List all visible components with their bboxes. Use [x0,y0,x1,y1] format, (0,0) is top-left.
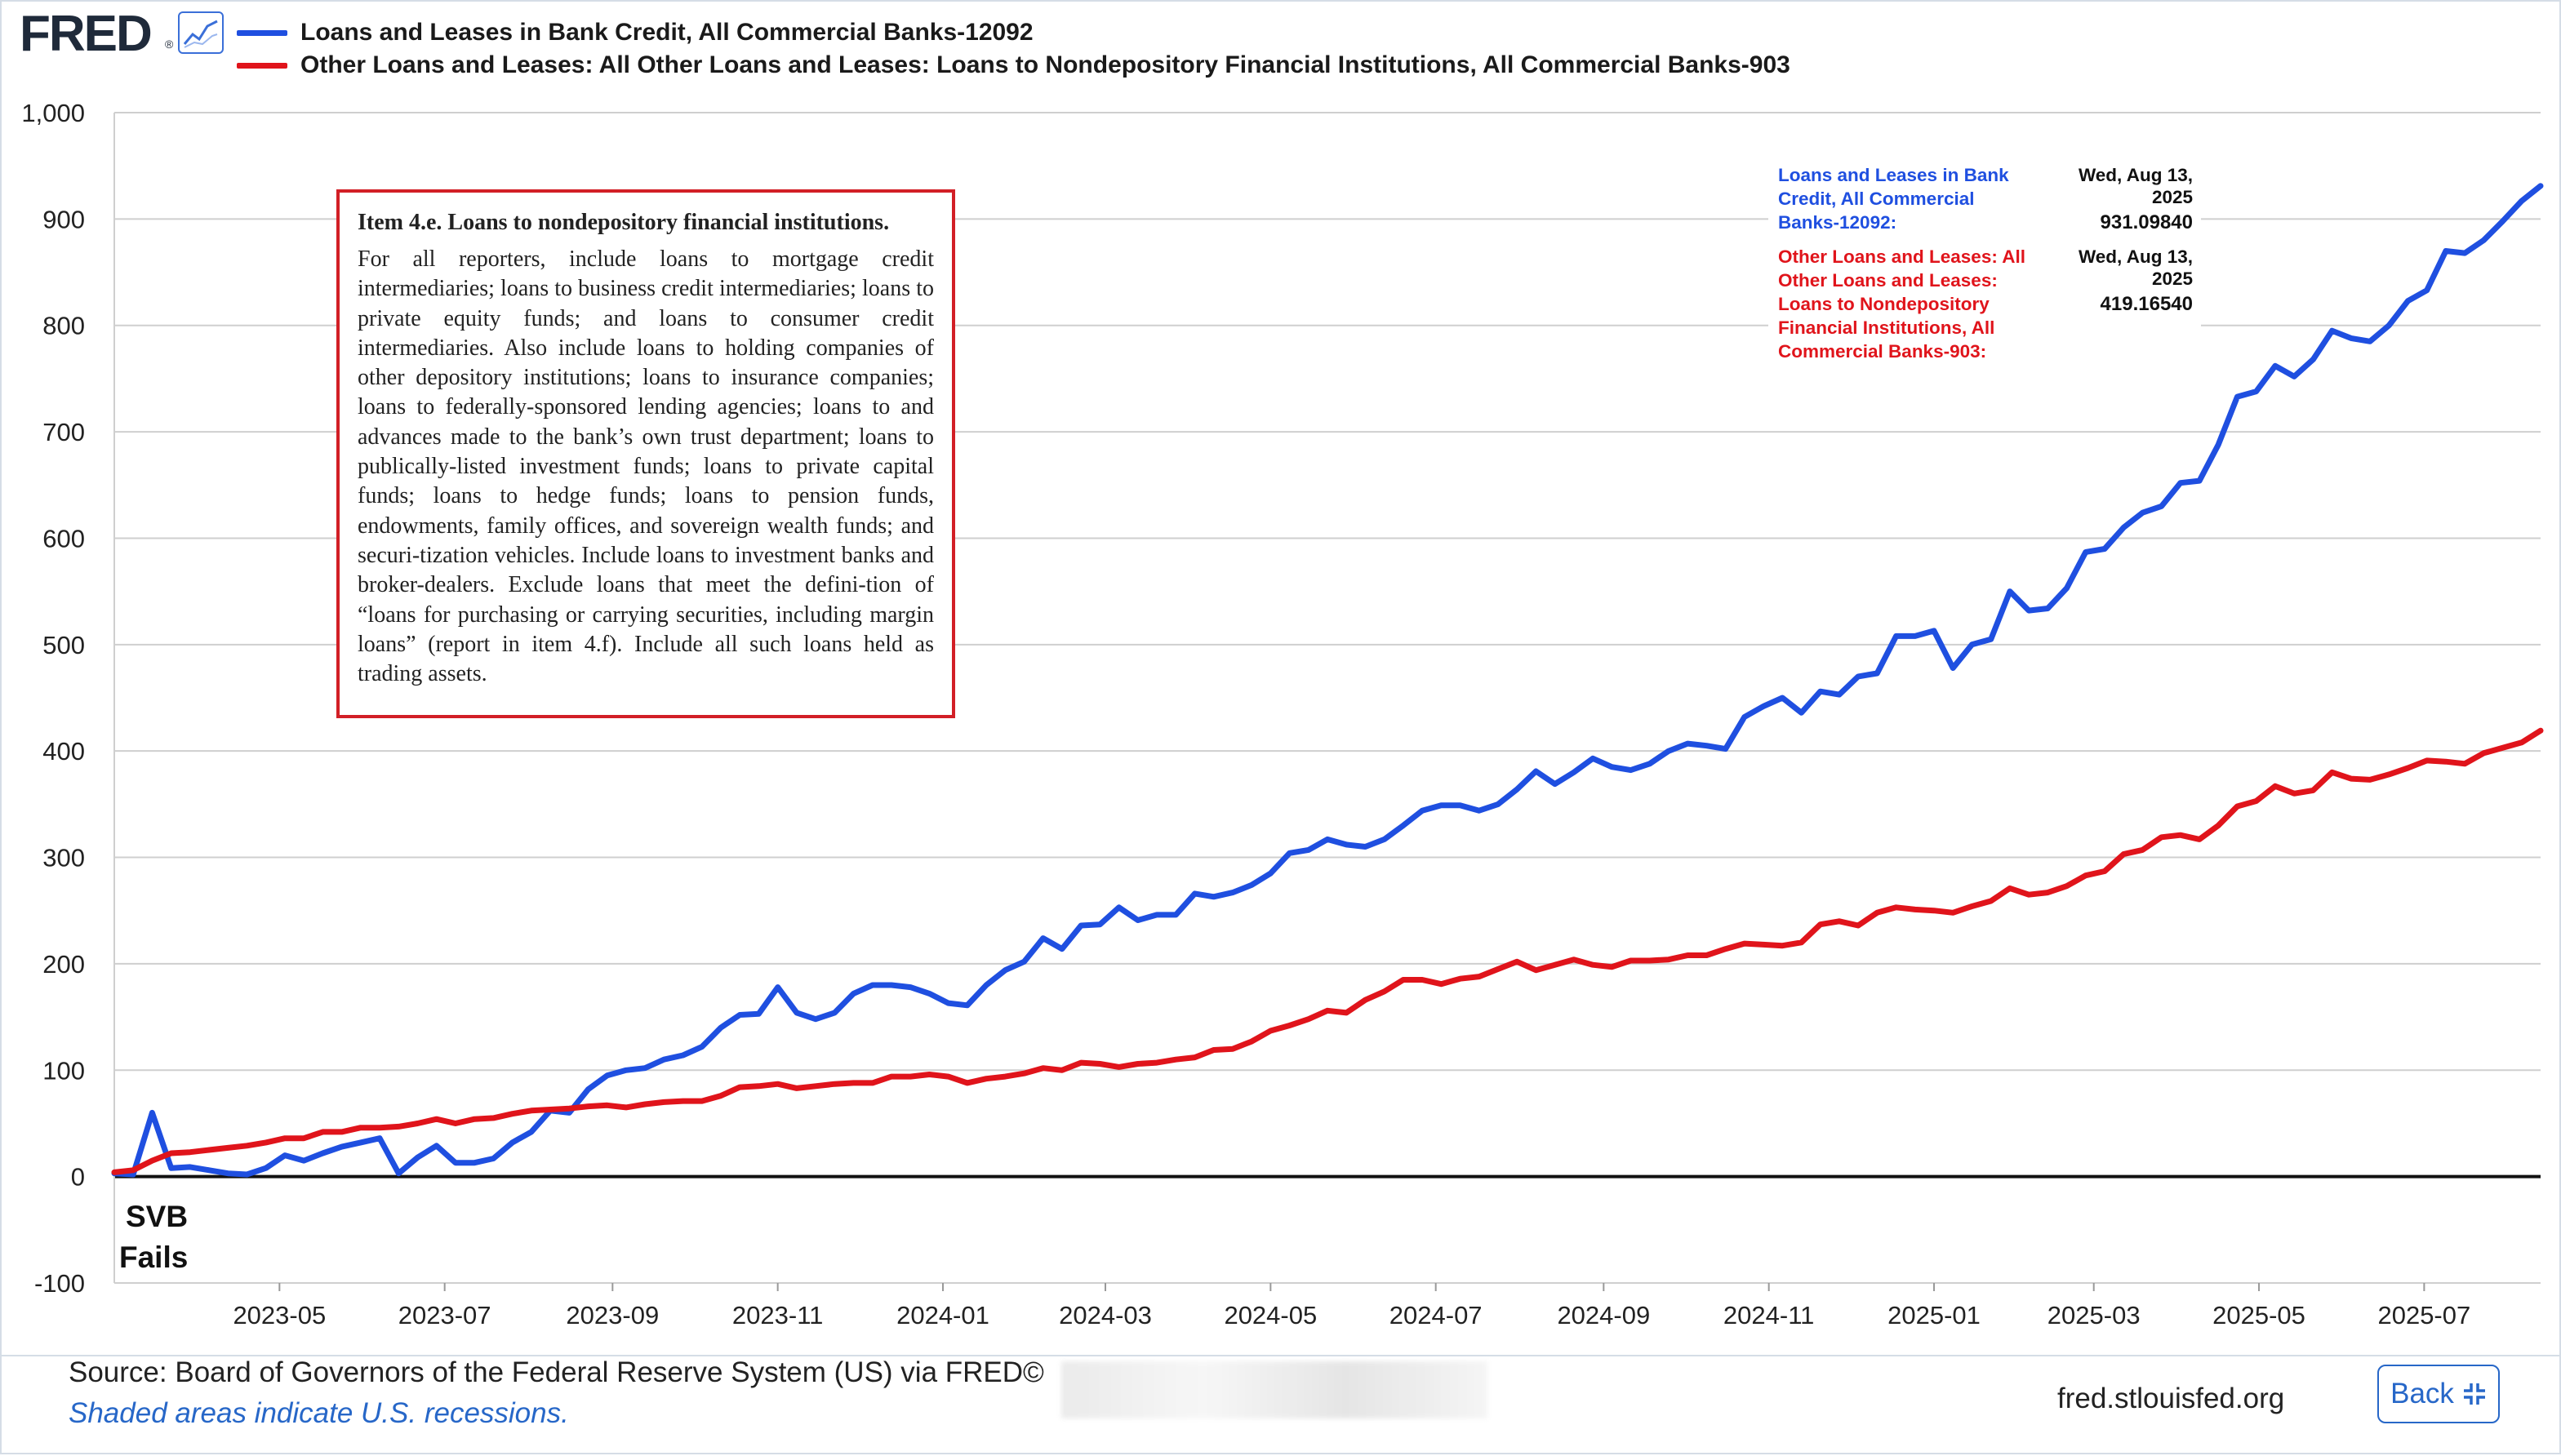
x-tick-label: 2025-01 [1887,1301,1981,1329]
legend-entry-nondepository-loans[interactable]: Other Loans and Leases: All Other Loans … [237,49,1790,82]
registered-mark: ® [165,38,174,51]
chart-header: FRED ® Loans and Leases in Bank Credit, … [0,0,2561,98]
legend-swatch-red [237,62,287,69]
y-tick-label: 100 [42,1056,85,1085]
legend-entry-loans-and-leases[interactable]: Loans and Leases in Bank Credit, All Com… [237,16,1034,49]
x-tick-label: 2023-07 [398,1301,491,1329]
tooltip-value: 931.09840 [2100,211,2193,233]
obscured-region [1061,1361,1487,1418]
x-tick-label: 2025-03 [2047,1301,2141,1329]
x-axis-ticks: 2023-05 2023-07 2023-09 2023-11 2024-01 2024-… [233,1283,2470,1329]
callout-body: For all reporters, include loans to mort… [358,246,934,687]
y-tick-label: 1,000 [21,99,85,127]
recession-note: Shaded areas indicate U.S. recessions. [69,1397,569,1429]
tooltip-date-line1: Wed, Aug 13, [2078,246,2193,267]
x-tick-label: 2024-11 [1723,1301,1814,1329]
x-tick-label: 2024-01 [896,1301,989,1329]
tooltip-value: 419.16540 [2100,293,2193,315]
legend-label: Other Loans and Leases: All Other Loans … [300,51,1790,78]
legend-label: Loans and Leases in Bank Credit, All Com… [300,19,1034,46]
site-link[interactable]: fred.stlouisfed.org [2057,1383,2285,1414]
chart-footer [0,1355,2561,1456]
legend-swatch-blue [237,29,287,36]
x-tick-label: 2025-07 [2377,1301,2470,1329]
x-tick-label: 2023-11 [732,1301,823,1329]
x-tick-label: 2024-09 [1557,1301,1650,1329]
x-tick-label: 2023-05 [233,1301,326,1329]
y-tick-label: -100 [34,1269,85,1298]
definition-callout: Item 4.e. Loans to nondepository financi… [336,189,955,718]
tooltip-date-line2: 2025 [2151,187,2193,207]
series-line-nondepository-loans[interactable] [111,727,2544,1175]
compress-icon [2463,1383,2485,1405]
x-tick-label: 2025-05 [2212,1301,2305,1329]
y-tick-label: 400 [42,737,85,766]
line-chart-icon[interactable] [178,11,224,54]
y-tick-label: 300 [42,844,85,872]
x-tick-label: 2023-09 [566,1301,659,1329]
y-tick-label: 200 [42,950,85,979]
tooltip-date-line2: 2025 [2151,269,2193,289]
callout-title: Item 4.e. Loans to nondepository financi… [358,210,890,235]
back-button[interactable]: Back [2377,1365,2500,1423]
x-tick-label: 2024-07 [1389,1301,1483,1329]
series-line-loans-and-leases[interactable] [111,183,2544,1178]
fred-logo[interactable]: FRED [20,6,153,62]
hover-tooltip: Loans and Leases in Bank Credit, All Com… [1768,160,2201,372]
back-button-label: Back [2390,1378,2454,1409]
series-layer [111,183,2544,1178]
y-tick-label: 0 [71,1163,85,1192]
tooltip-series-name: Loans and Leases in Bank Credit, All Com… [1778,165,2009,233]
tooltip-date-line1: Wed, Aug 13, [2078,165,2193,185]
y-tick-label: 700 [42,418,85,446]
tooltip-series-name: Other Loans and Leases: All Other Loans … [1778,246,2025,362]
x-tick-label: 2024-03 [1059,1301,1152,1329]
y-axis-ticks: -100 0 100 200 300 400 500 600 700 800 900 1,000 [21,99,85,1298]
y-tick-label: 800 [42,312,85,340]
y-tick-label: 500 [42,631,85,659]
svb-annotation-line2: Fails [119,1241,189,1274]
source-note: Source: Board of Governors of the Federa… [69,1356,1044,1388]
x-tick-label: 2024-05 [1224,1301,1317,1329]
y-tick-label: 900 [42,205,85,233]
svb-annotation-line1: SVB [126,1200,189,1233]
y-tick-label: 600 [42,524,85,553]
